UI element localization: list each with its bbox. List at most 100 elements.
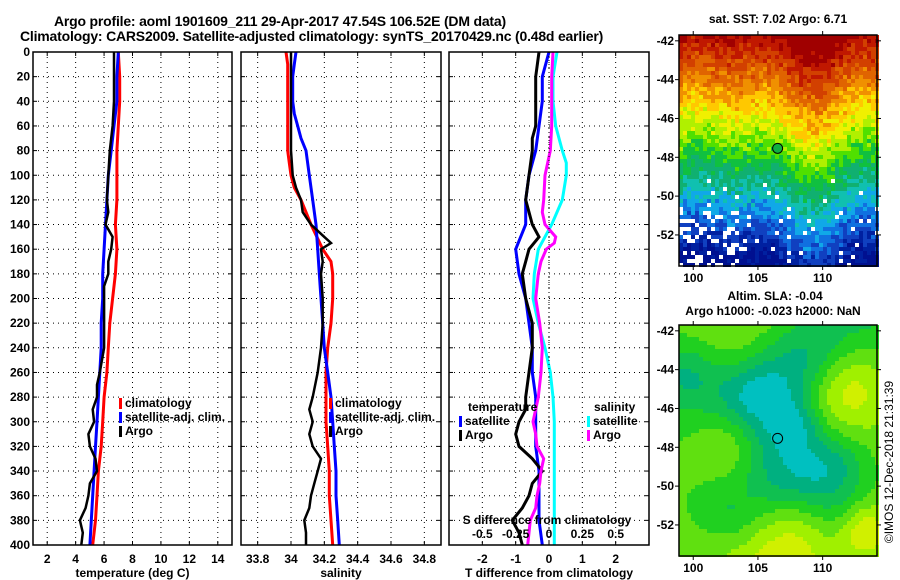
- map-cell: [719, 87, 723, 91]
- map-cell: [767, 183, 771, 187]
- map-cell: [679, 39, 683, 43]
- map-cell: [775, 397, 779, 401]
- map-cell: [707, 215, 711, 219]
- map-cell: [759, 453, 763, 457]
- map-cell: [767, 107, 771, 111]
- map-cell: [723, 119, 727, 123]
- map-cell: [767, 429, 771, 433]
- map-cell: [775, 135, 779, 139]
- map-cell: [711, 147, 715, 151]
- map-cell: [763, 409, 767, 413]
- map-cell: [811, 67, 815, 71]
- map-cell: [811, 131, 815, 135]
- map-cell: [807, 139, 811, 143]
- map-cell: [847, 365, 851, 369]
- map-cell: [871, 219, 875, 223]
- map-cell: [847, 127, 851, 131]
- map-cell: [767, 373, 771, 377]
- map-cell: [719, 119, 723, 123]
- map-cell: [715, 139, 719, 143]
- map-cell: [807, 385, 811, 389]
- map-cell: [827, 437, 831, 441]
- map-cell: [859, 235, 863, 239]
- map-cell: [683, 437, 687, 441]
- x-tick-label: 8: [129, 552, 136, 566]
- map-cell: [763, 417, 767, 421]
- map-cell: [835, 151, 839, 155]
- map-cell: [807, 373, 811, 377]
- map-cell: [739, 111, 743, 115]
- map-cell: [679, 123, 683, 127]
- map-cell: [823, 255, 827, 259]
- map-cell: [827, 377, 831, 381]
- map-cell: [679, 333, 683, 337]
- map-cell: [867, 111, 871, 115]
- map-cell: [775, 55, 779, 59]
- map-cell: [827, 329, 831, 333]
- map-cell: [791, 111, 795, 115]
- map-cell: [795, 55, 799, 59]
- map-cell: [711, 369, 715, 373]
- map-cell: [783, 413, 787, 417]
- map-cell: [767, 457, 771, 461]
- map-cell: [787, 437, 791, 441]
- map-cell: [679, 247, 683, 251]
- map-cell: [827, 263, 831, 267]
- map-cell: [847, 389, 851, 393]
- map-cell: [871, 163, 875, 167]
- map-cell: [703, 243, 707, 247]
- map-cell: [743, 405, 747, 409]
- map-cell: [823, 79, 827, 83]
- map-cell: [823, 191, 827, 195]
- map-cell: [691, 99, 695, 103]
- map-cell: [811, 345, 815, 349]
- map-cell: [771, 139, 775, 143]
- map-cell: [679, 409, 683, 413]
- map-cell: [835, 75, 839, 79]
- map-cell: [783, 329, 787, 333]
- map-frame: [678, 34, 878, 267]
- map-cell: [719, 115, 723, 119]
- map-cell: [715, 155, 719, 159]
- map-cell: [783, 43, 787, 47]
- map-cell: [811, 361, 815, 365]
- map-cell: [767, 39, 771, 43]
- map-cell: [707, 67, 711, 71]
- map-cell: [723, 425, 727, 429]
- map-cell: [679, 199, 683, 203]
- map-cell: [735, 259, 739, 263]
- map-cell: [791, 325, 795, 329]
- map-cell: [771, 421, 775, 425]
- x-tick-label: 14: [211, 552, 225, 566]
- map-cell: [815, 349, 819, 353]
- map-cell: [695, 413, 699, 417]
- map-cell: [867, 63, 871, 67]
- map-cell: [839, 187, 843, 191]
- map-cell: [755, 397, 759, 401]
- map-cell: [863, 75, 867, 79]
- map-cell: [771, 461, 775, 465]
- map-cell: [867, 251, 871, 255]
- map-cell: [683, 441, 687, 445]
- map-cell: [743, 243, 747, 247]
- map-cell: [707, 345, 711, 349]
- map-cell: [731, 131, 735, 135]
- map-cell: [711, 203, 715, 207]
- map-cell: [811, 405, 815, 409]
- map-cell: [855, 87, 859, 91]
- map-cell: [819, 135, 823, 139]
- map-cell: [699, 349, 703, 353]
- map-cell: [679, 215, 683, 219]
- map-cell: [695, 417, 699, 421]
- map-cell: [695, 385, 699, 389]
- map-cell: [847, 167, 851, 171]
- map-cell: [791, 215, 795, 219]
- map-cell: [867, 349, 871, 353]
- map-cell: [851, 187, 855, 191]
- map-cell: [747, 187, 751, 191]
- map-cell: [699, 393, 703, 397]
- map-cell: [703, 203, 707, 207]
- map-cell: [795, 59, 799, 63]
- map-cell: [703, 461, 707, 465]
- map-cell: [735, 255, 739, 259]
